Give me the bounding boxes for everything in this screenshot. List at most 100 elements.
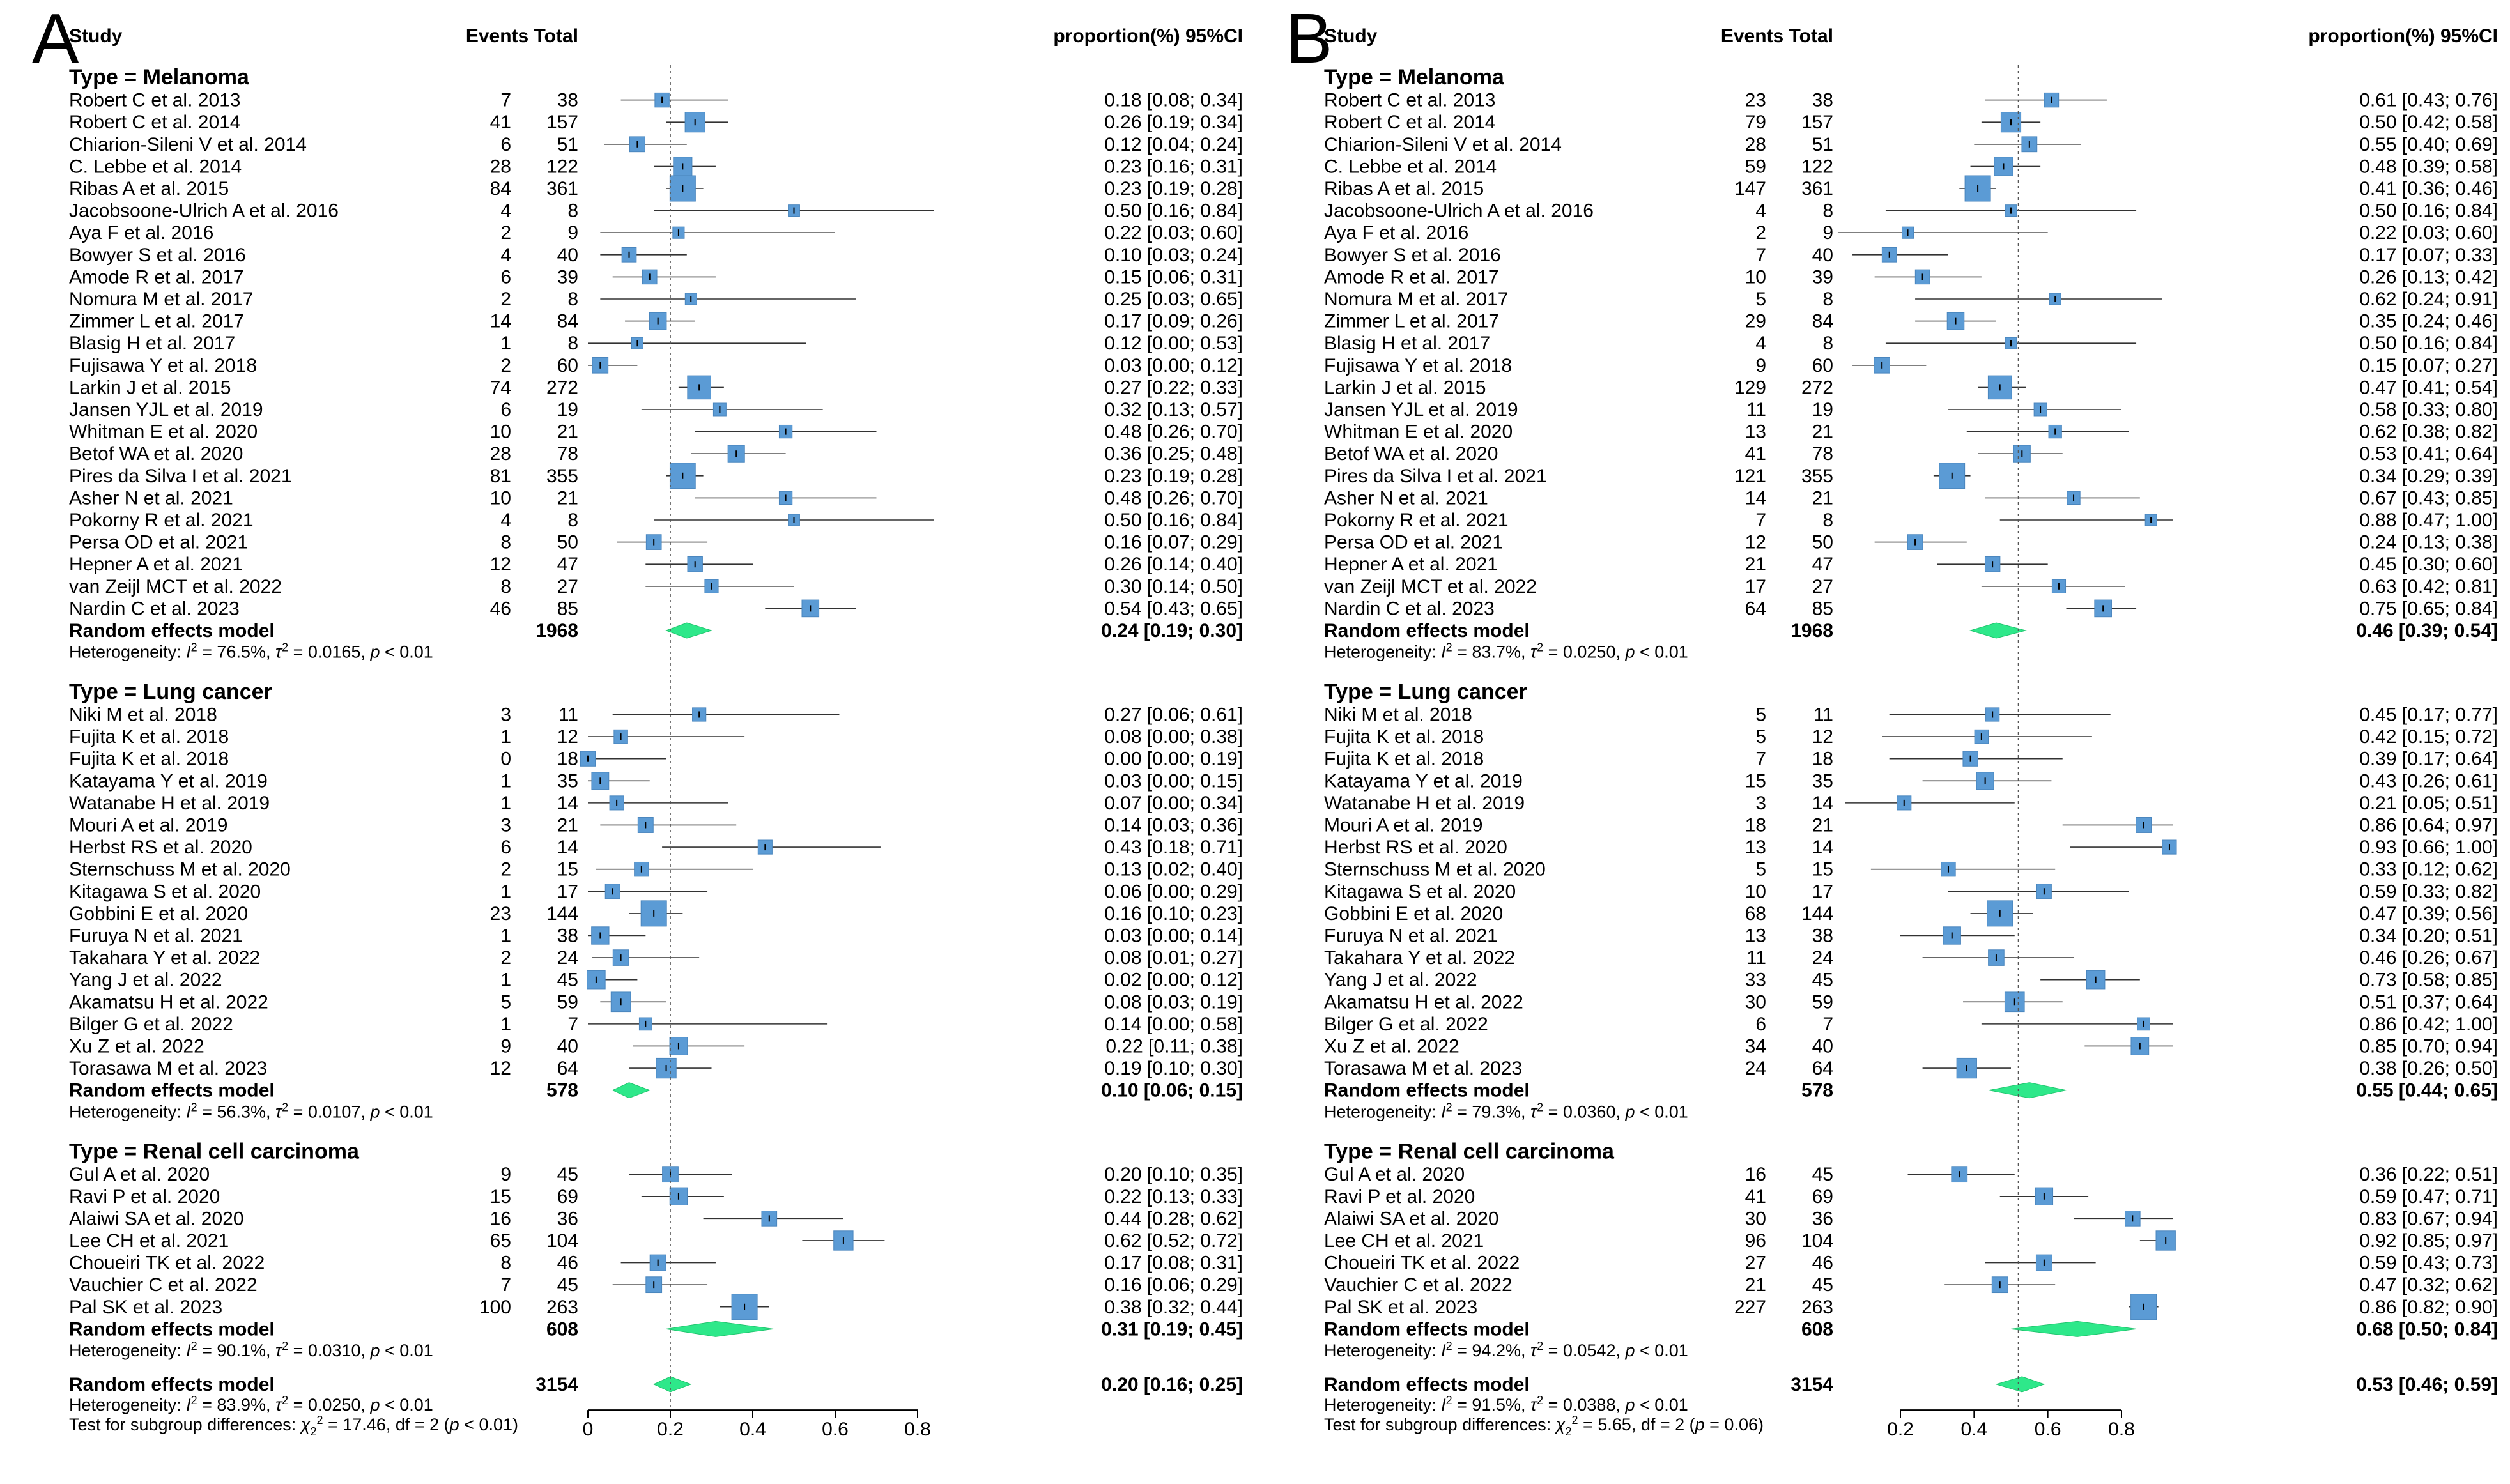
study-ci-label: 0.62 [0.24; 0.91]	[2359, 289, 2498, 310]
study-row: Gul A et al. 2020 9 45 0.20 [0.10; 0.35]	[69, 1164, 1243, 1185]
study-name: Asher N et al. 2021	[1324, 487, 1488, 509]
study-row: Aya F et al. 2016 2 9 0.22 [0.03; 0.60]	[69, 222, 1243, 243]
study-ci-label: 0.43 [0.26; 0.61]	[2359, 770, 2498, 792]
study-name: Watanabe H et al. 2019	[69, 793, 270, 814]
study-name: Choueiri TK et al. 2022	[69, 1253, 265, 1274]
study-ci-label: 0.20 [0.10; 0.35]	[1104, 1164, 1243, 1185]
study-total: 17	[1812, 881, 1833, 902]
study-events: 74	[490, 377, 511, 398]
study-events: 23	[1745, 90, 1766, 111]
study-total: 78	[557, 443, 578, 464]
study-row: van Zeijl MCT et al. 2022 17 27 0.63 [0.42;…	[1324, 576, 2498, 597]
study-row: Jansen YJL et al. 2019 6 19 0.32 [0.13; 0.5…	[69, 399, 1243, 420]
study-row: Choueiri TK et al. 2022 27 46 0.59 [0.43; 0…	[1324, 1253, 2498, 1274]
study-row: Mouri A et al. 2019 18 21 0.86 [0.64; 0.97]	[1324, 815, 2498, 836]
study-events: 1	[500, 793, 511, 814]
study-events: 4	[500, 510, 511, 531]
study-ci-label: 0.32 [0.13; 0.57]	[1104, 399, 1243, 420]
study-events: 10	[1745, 266, 1766, 287]
study-name: Larkin J et al. 2015	[1324, 377, 1486, 398]
study-total: 38	[1812, 90, 1833, 111]
study-events: 12	[1745, 532, 1766, 553]
study-ci-label: 0.61 [0.43; 0.76]	[2359, 90, 2498, 111]
study-row: Nardin C et al. 2023 46 85 0.54 [0.43; 0.65…	[69, 598, 1243, 619]
model-total: 1968	[1790, 620, 1833, 641]
study-row: Choueiri TK et al. 2022 8 46 0.17 [0.08; 0.…	[69, 1253, 1243, 1274]
study-ci-label: 0.35 [0.24; 0.46]	[2359, 311, 2498, 332]
study-total: 12	[1812, 726, 1833, 747]
x-tick-label: 0.4	[739, 1419, 766, 1440]
pooled-diamond	[1969, 622, 2028, 639]
study-row: Furuya N et al. 2021 1 38 0.03 [0.00; 0.14]	[69, 925, 1243, 946]
study-events: 4	[1755, 201, 1766, 222]
study-total: 24	[1812, 947, 1833, 968]
study-ci-label: 0.54 [0.43; 0.65]	[1104, 598, 1243, 619]
study-ci-label: 0.48 [0.39; 0.58]	[2359, 156, 2498, 177]
study-events: 14	[1745, 487, 1766, 509]
study-events: 9	[500, 1036, 511, 1057]
study-ci-label: 0.48 [0.26; 0.70]	[1104, 487, 1243, 509]
study-ci-label: 0.38 [0.26; 0.50]	[2359, 1058, 2498, 1079]
study-name: Pal SK et al. 2023	[1324, 1297, 1477, 1318]
model-label: Random effects model	[69, 1080, 275, 1101]
study-name: Herbst RS et al. 2020	[1324, 837, 1507, 858]
study-row: Torasawa M et al. 2023 24 64 0.38 [0.26; 0.…	[1324, 1057, 2498, 1079]
study-name: C. Lebbe et al. 2014	[1324, 156, 1497, 177]
study-ci-label: 0.34 [0.20; 0.51]	[2359, 925, 2498, 946]
study-ci-label: 0.30 [0.14; 0.50]	[1104, 576, 1243, 597]
study-row: Pokorny R et al. 2021 7 8 0.88 [0.47; 1.00]	[1324, 510, 2498, 531]
study-total: 50	[557, 532, 578, 553]
study-events: 1	[500, 1014, 511, 1035]
study-row: Jacobsoone-Ulrich A et al. 2016 4 8 0.50 [0…	[69, 201, 1243, 222]
study-ci-label: 0.62 [0.52; 0.72]	[1104, 1230, 1243, 1251]
study-ci-label: 0.03 [0.00; 0.15]	[1104, 770, 1243, 792]
study-events: 9	[500, 1164, 511, 1185]
x-tick-label: 0.6	[2035, 1419, 2061, 1440]
header-study: Study	[1324, 26, 1378, 47]
study-name: Vauchier C et al. 2022	[69, 1274, 258, 1296]
study-name: Robert C et al. 2013	[1324, 90, 1496, 111]
study-total: 38	[557, 90, 578, 111]
study-row: Katayama Y et al. 2019 1 35 0.03 [0.00; 0.1…	[69, 770, 1243, 792]
study-name: Robert C et al. 2014	[69, 112, 241, 133]
study-name: Xu Z et al. 2022	[1324, 1036, 1459, 1057]
study-ci-label: 0.10 [0.03; 0.24]	[1104, 245, 1243, 266]
study-ci-label: 0.07 [0.00; 0.34]	[1104, 793, 1243, 814]
study-row: Watanabe H et al. 2019 3 14 0.21 [0.05; 0.5…	[1324, 793, 2498, 814]
study-ci-label: 0.47 [0.41; 0.54]	[2359, 377, 2498, 398]
study-events: 84	[490, 178, 511, 199]
study-total: 69	[1812, 1186, 1833, 1207]
study-total: 361	[546, 178, 578, 199]
study-ci-label: 0.22 [0.03; 0.60]	[1104, 222, 1243, 243]
study-events: 12	[490, 554, 511, 575]
study-ci-label: 0.27 [0.22; 0.33]	[1104, 377, 1243, 398]
x-tick-label: 0.8	[2108, 1419, 2135, 1440]
study-ci-label: 0.50 [0.16; 0.84]	[1104, 201, 1243, 222]
study-row: Lee CH et al. 2021 96 104 0.92 [0.85; 0.97]	[1324, 1230, 2498, 1251]
study-row: Herbst RS et al. 2020 13 14 0.93 [0.66; 1.0…	[1324, 837, 2498, 858]
study-events: 21	[1745, 554, 1766, 575]
study-weight-box	[587, 970, 606, 990]
header-proportion-ci: proportion(%) 95%CI	[2308, 26, 2498, 47]
study-row: Xu Z et al. 2022 9 40 0.22 [0.11; 0.38]	[69, 1036, 1243, 1057]
study-events: 7	[500, 90, 511, 111]
study-total: 122	[1801, 156, 1833, 177]
study-row: Zimmer L et al. 2017 14 84 0.17 [0.09; 0.26…	[69, 311, 1243, 332]
study-name: Fujita K et al. 2018	[69, 749, 229, 770]
study-ci-label: 0.15 [0.07; 0.27]	[2359, 355, 2498, 376]
study-events: 30	[1745, 1208, 1766, 1229]
model-ci-label: 0.10 [0.06; 0.15]	[1101, 1080, 1243, 1101]
study-events: 18	[1745, 815, 1766, 836]
study-total: 64	[1812, 1058, 1833, 1079]
study-ci-label: 0.12 [0.04; 0.24]	[1104, 134, 1243, 155]
study-ci-label: 0.16 [0.07; 0.29]	[1104, 532, 1243, 553]
study-name: Katayama Y et al. 2019	[69, 770, 268, 792]
study-total: 35	[1812, 770, 1833, 792]
x-tick-label: 0.8	[904, 1419, 931, 1440]
study-total: 21	[1812, 815, 1833, 836]
study-name: Gul A et al. 2020	[69, 1164, 210, 1185]
study-ci-label: 0.14 [0.00; 0.58]	[1104, 1014, 1243, 1035]
study-total: 19	[557, 399, 578, 420]
